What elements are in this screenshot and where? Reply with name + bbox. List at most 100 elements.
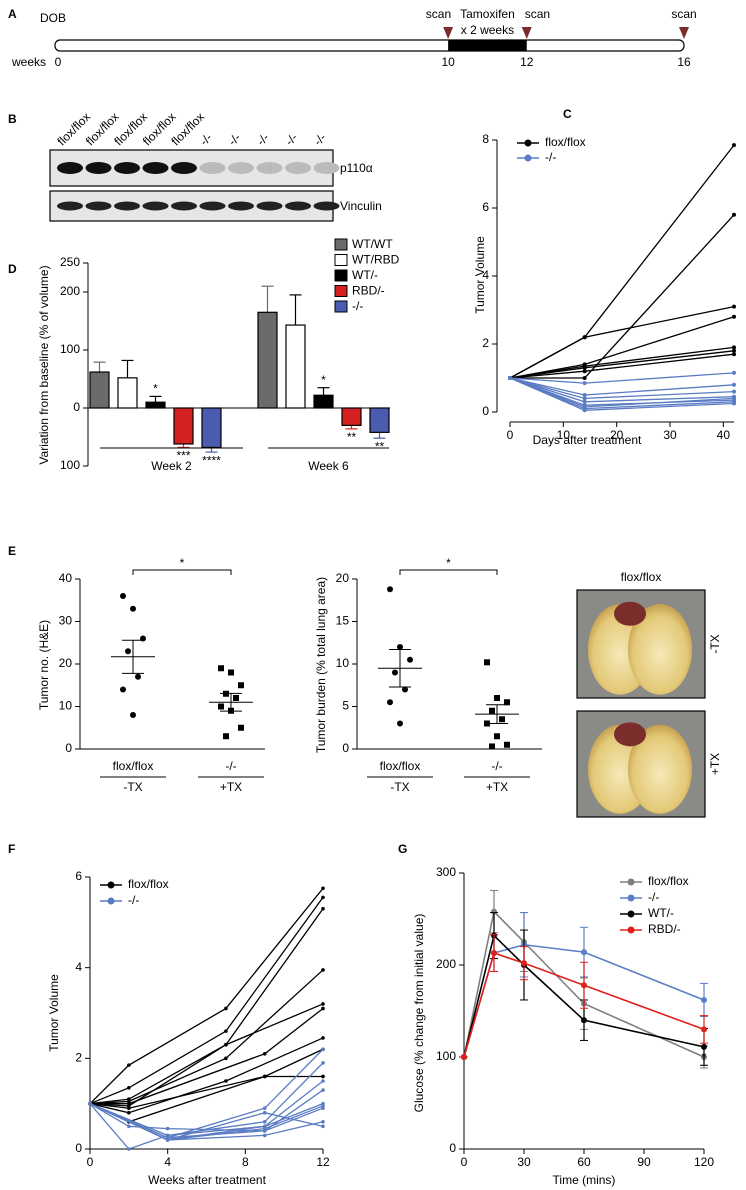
blot-band [142,162,169,174]
data-point [582,404,587,409]
y-tick-label: 10 [59,699,73,713]
data-point [732,304,736,309]
y-tick-label: 30 [59,614,73,628]
y-tick-label: 20 [59,656,73,670]
data-point [223,733,229,740]
data-point [582,335,587,340]
photo-row-label: -TX [708,634,722,653]
legend-label: -/- [352,299,363,313]
panel-letter: C [563,107,572,121]
x-axis-label: Weeks after treatment [148,1173,266,1187]
legend-label: WT/RBD [352,253,400,267]
group-label: Week 2 [151,459,192,473]
treatment-label: Tamoxifen [460,7,515,21]
x-tick-label: 4 [164,1155,171,1169]
blot-band [256,162,283,174]
start-label: DOB [40,11,66,25]
blot-row-label: p110α [340,161,373,175]
data-point [262,1133,267,1138]
y-tick-label: 0 [449,1141,456,1155]
data-point [732,314,736,319]
data-line [509,144,735,379]
data-point [321,1002,325,1006]
y-tick-label: 6 [75,869,82,883]
data-point [127,1106,131,1110]
data-line [89,1075,323,1109]
timeline-tick-label: 0 [55,55,62,69]
y-tick-label: 250 [60,255,80,269]
data-point [504,699,510,706]
heart [614,722,646,747]
bar [341,407,362,426]
significance: * [446,556,451,570]
significance: * [153,382,158,396]
category-label: flox/flox [113,759,154,773]
panel-letter: F [8,842,15,856]
data-point [218,665,224,672]
data-point [489,707,495,714]
data-point [732,345,736,350]
panel-letter: D [8,262,17,276]
x-tick-label: 0 [461,1155,468,1169]
legend-marker [524,154,532,162]
y-tick-label: 300 [436,865,456,879]
data-point [224,1042,228,1047]
y-tick-label: 0 [342,741,349,755]
treatment-label: -TX [390,780,409,794]
data-point [130,605,136,612]
data-point [582,376,587,380]
data-point [508,376,512,380]
heart [614,601,646,626]
bar [285,324,306,409]
y-axis-label: Tumor Volume [473,236,487,314]
significance: * [321,373,326,387]
legend-swatch [334,285,348,297]
panel-letter: A [8,7,17,21]
x-tick-label: 120 [694,1155,714,1169]
data-point [732,348,736,353]
bar [173,407,194,445]
data-point [701,1026,707,1033]
blot-band [171,201,197,211]
x-tick-label: 30 [517,1155,531,1169]
y-tick-label: 0 [73,400,80,414]
panel-letter: G [398,842,407,856]
y-tick-label: 40 [59,571,73,585]
lane-label: -/- [282,130,300,148]
legend-marker [627,894,635,902]
data-point [224,1056,228,1061]
data-point [127,1086,131,1090]
data-point [224,1006,228,1011]
legend-swatch [334,254,348,266]
y-axis-label: Glucose (% change from initial value) [412,914,426,1113]
data-line [509,316,735,379]
data-point [402,686,408,693]
blot-band [228,201,254,211]
data-point [407,656,413,663]
data-point [582,369,587,374]
bar [145,401,166,409]
data-point [218,703,224,710]
data-point [494,733,500,740]
x-tick-label: 8 [242,1155,249,1169]
blot-band [256,201,283,211]
bar [89,371,110,409]
lung-lobe [628,604,692,695]
significance: * [702,1050,707,1064]
data-point [732,143,736,148]
scan-label: scan [426,7,451,21]
y-tick-label: 4 [75,960,82,974]
x-axis-label: Days after treatment [533,433,642,447]
data-point [397,644,403,650]
data-line [509,350,735,379]
data-point [491,908,497,915]
legend-label: -/- [545,150,556,164]
data-point [321,1047,325,1052]
bar [257,311,278,409]
data-line [89,897,324,1105]
significance-bracket [399,569,498,575]
data-point [130,712,136,718]
data-line [510,214,735,379]
data-point [521,960,527,967]
